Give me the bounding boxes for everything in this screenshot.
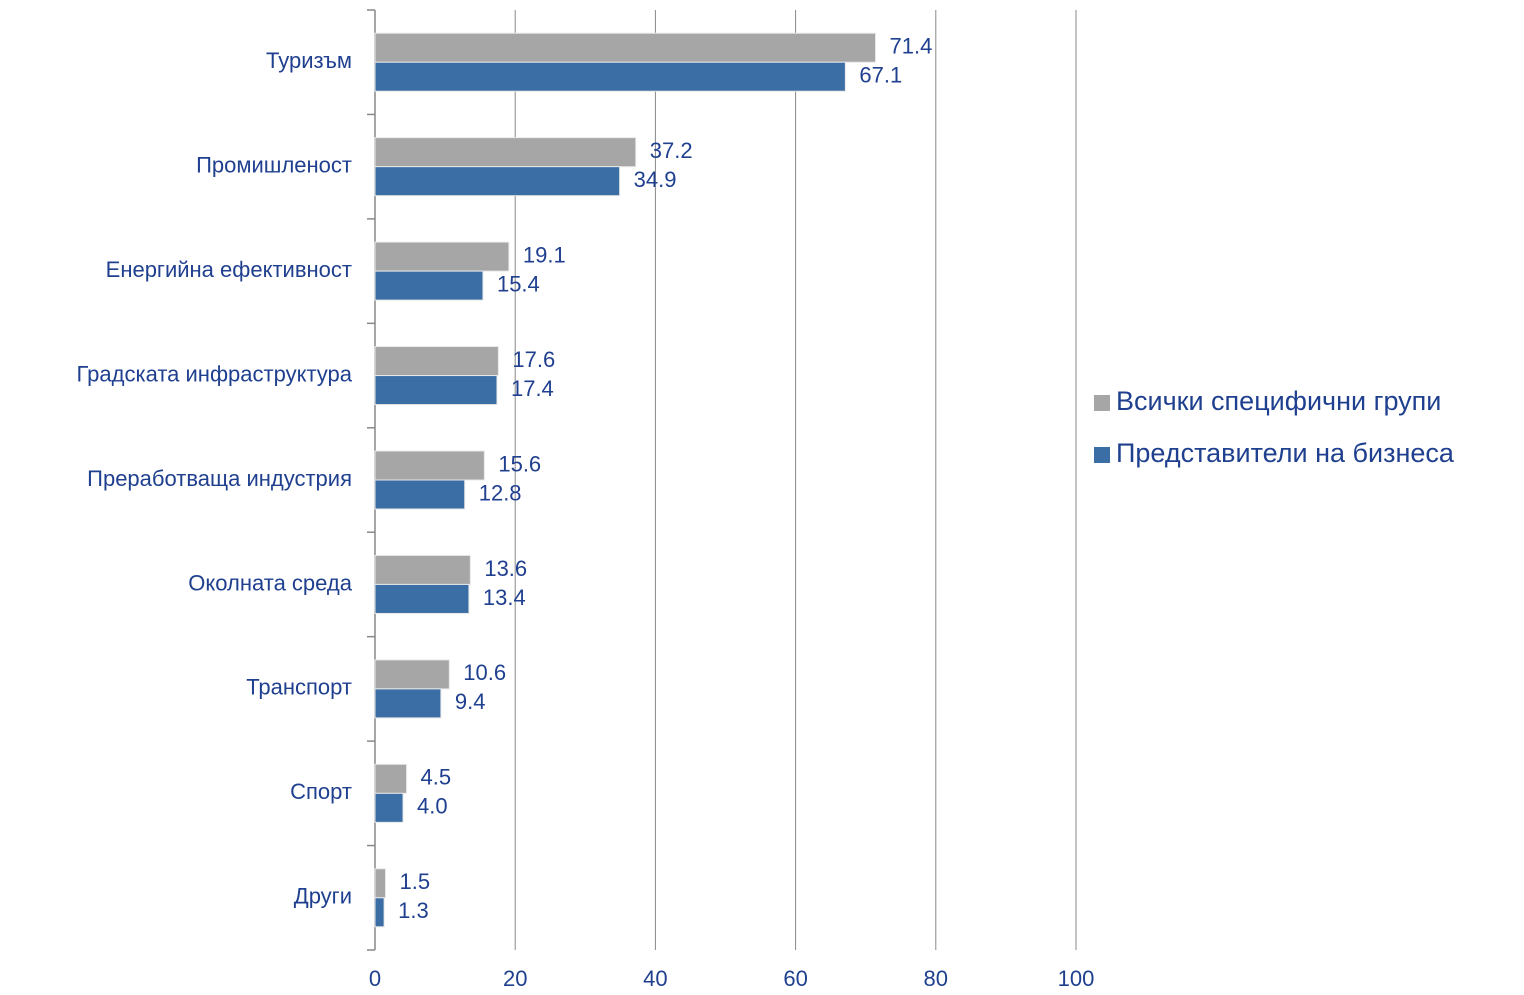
data-label: 19.1 — [523, 242, 566, 267]
data-label: 1.3 — [398, 898, 429, 923]
data-label: 12.8 — [479, 480, 522, 505]
bar — [374, 375, 498, 406]
bar — [374, 897, 385, 928]
data-label: 13.6 — [484, 556, 527, 581]
legend-swatch — [1094, 447, 1110, 463]
bar — [374, 688, 442, 719]
x-tick-label: 20 — [503, 966, 527, 991]
data-label: 37.2 — [650, 138, 693, 163]
y-tick-label: Спорт — [290, 779, 352, 804]
bar — [374, 554, 471, 585]
bar — [374, 346, 499, 377]
y-tick-label: Преработваща индустрия — [87, 466, 352, 491]
bar — [374, 166, 621, 197]
data-label: 10.6 — [463, 660, 506, 685]
bar — [374, 137, 637, 168]
data-label: 17.4 — [511, 376, 554, 401]
bar — [374, 61, 846, 92]
data-label: 1.5 — [400, 869, 431, 894]
legend-label: Всички специфични групи — [1116, 386, 1441, 416]
bar — [374, 792, 404, 823]
bar — [374, 583, 470, 614]
data-label: 13.4 — [483, 585, 526, 610]
y-tick-label: Туризъм — [266, 48, 352, 73]
y-tick-label: Промишленост — [196, 152, 352, 177]
bar — [374, 479, 466, 510]
data-label: 15.4 — [497, 271, 540, 296]
x-tick-label: 40 — [643, 966, 667, 991]
data-label: 67.1 — [859, 63, 902, 88]
bar — [374, 450, 485, 481]
legend-swatch — [1094, 395, 1110, 411]
y-tick-label: Други — [294, 884, 352, 909]
data-label: 17.6 — [512, 347, 555, 372]
bar — [374, 868, 387, 899]
data-label: 4.5 — [421, 765, 452, 790]
x-tick-label: 100 — [1058, 966, 1095, 991]
y-tick-label: Транспорт — [246, 675, 352, 700]
bar — [374, 270, 484, 301]
data-label: 4.0 — [417, 794, 448, 819]
bar — [374, 659, 450, 690]
data-label: 9.4 — [455, 689, 486, 714]
data-label: 34.9 — [634, 167, 677, 192]
x-tick-label: 80 — [924, 966, 948, 991]
data-label: 71.4 — [890, 34, 933, 59]
bar — [374, 32, 877, 63]
data-label: 15.6 — [498, 451, 541, 476]
x-tick-label: 60 — [783, 966, 807, 991]
y-tick-label: Градската инфраструктура — [76, 361, 352, 386]
x-tick-label: 0 — [369, 966, 381, 991]
y-tick-label: Околната среда — [188, 570, 352, 595]
bar — [374, 763, 408, 794]
y-tick-label: Енергийна ефективност — [106, 257, 352, 282]
bar — [374, 241, 510, 272]
legend-label: Представители на бизнеса — [1116, 438, 1455, 468]
